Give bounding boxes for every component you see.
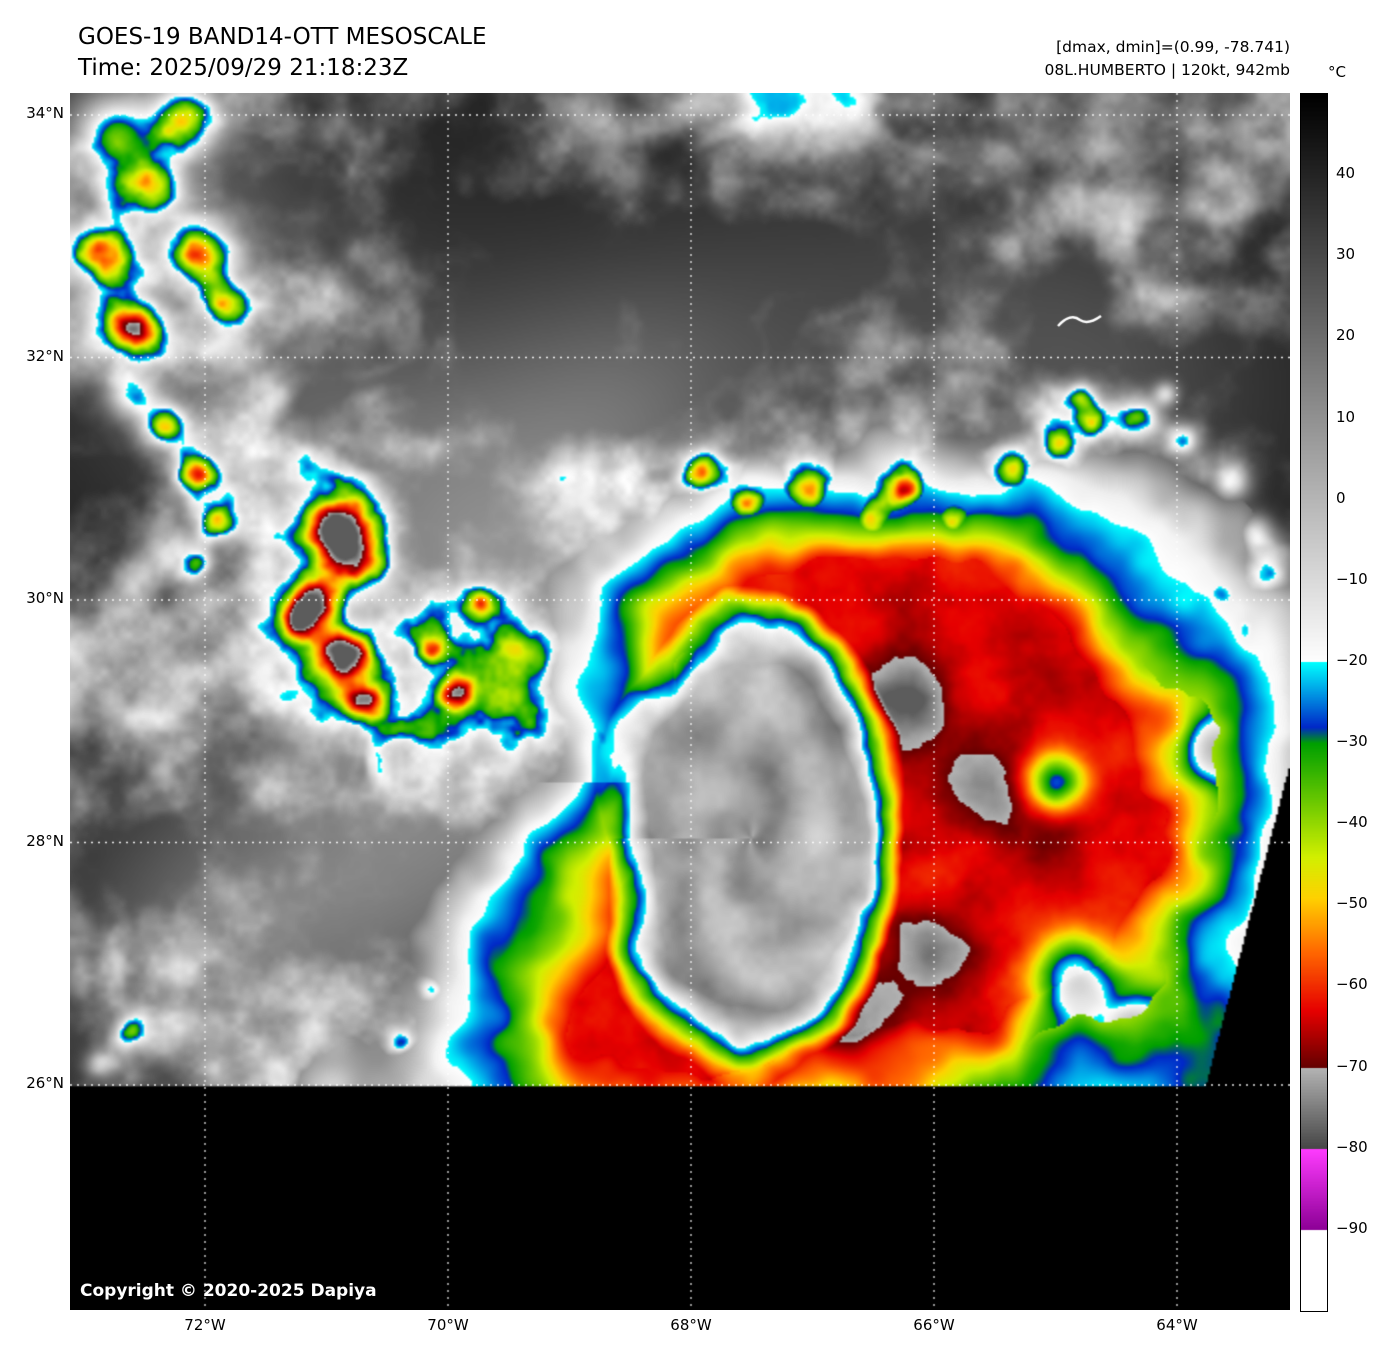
colorbar-tick-label: 0 bbox=[1336, 488, 1346, 507]
lat-tick-label: 32°N bbox=[26, 346, 64, 365]
product-title: GOES-19 BAND14-OTT MESOSCALE bbox=[78, 24, 487, 50]
colorbar-tick-label: −50 bbox=[1336, 894, 1368, 913]
colorbar-gradient bbox=[1300, 93, 1328, 1312]
lon-tick-label: 66°W bbox=[913, 1316, 955, 1334]
product-timestamp: Time: 2025/09/29 21:18:23Z bbox=[78, 55, 409, 81]
lat-tick-label: 34°N bbox=[26, 104, 64, 122]
colorbar-tick-label: 20 bbox=[1336, 326, 1356, 345]
copyright-notice: Copyright © 2020-2025 Dapiya bbox=[80, 1281, 377, 1301]
colorbar-tick-label: −80 bbox=[1336, 1137, 1368, 1156]
colorbar-unit-label: °C bbox=[1328, 63, 1346, 81]
colorbar-tick-label: 10 bbox=[1336, 407, 1356, 426]
lat-tick-label: 28°N bbox=[26, 831, 64, 850]
dmax-dmin-readout: [dmax, dmin]=(0.99, -78.741) bbox=[1056, 38, 1290, 56]
colorbar-tick-label: 30 bbox=[1336, 245, 1356, 264]
colorbar-tick-label: −30 bbox=[1336, 732, 1368, 751]
storm-id-intensity: 08L.HUMBERTO | 120kt, 942mb bbox=[1044, 61, 1291, 79]
colorbar-tick-label: −20 bbox=[1336, 650, 1368, 669]
lat-tick-label: 26°N bbox=[26, 1074, 64, 1092]
colorbar-tick-label: 40 bbox=[1336, 164, 1356, 183]
colorbar-tick-label: −40 bbox=[1336, 813, 1368, 832]
lon-tick-label: 64°W bbox=[1156, 1316, 1198, 1334]
lon-tick-label: 68°W bbox=[670, 1316, 712, 1334]
satellite-imagery-canvas bbox=[70, 93, 1290, 1310]
storm-info-block: [dmax, dmin]=(0.99, -78.741) 08L.HUMBERT… bbox=[1045, 36, 1291, 82]
lon-tick-label: 70°W bbox=[427, 1316, 469, 1334]
colorbar-tick-label: −10 bbox=[1336, 569, 1368, 588]
colorbar-tick-label: −70 bbox=[1336, 1056, 1368, 1075]
colorbar-tick-label: −90 bbox=[1336, 1218, 1368, 1237]
colorbar-tick-label: −60 bbox=[1336, 975, 1368, 994]
lon-tick-label: 72°W bbox=[184, 1316, 226, 1334]
lat-tick-label: 30°N bbox=[26, 589, 64, 607]
